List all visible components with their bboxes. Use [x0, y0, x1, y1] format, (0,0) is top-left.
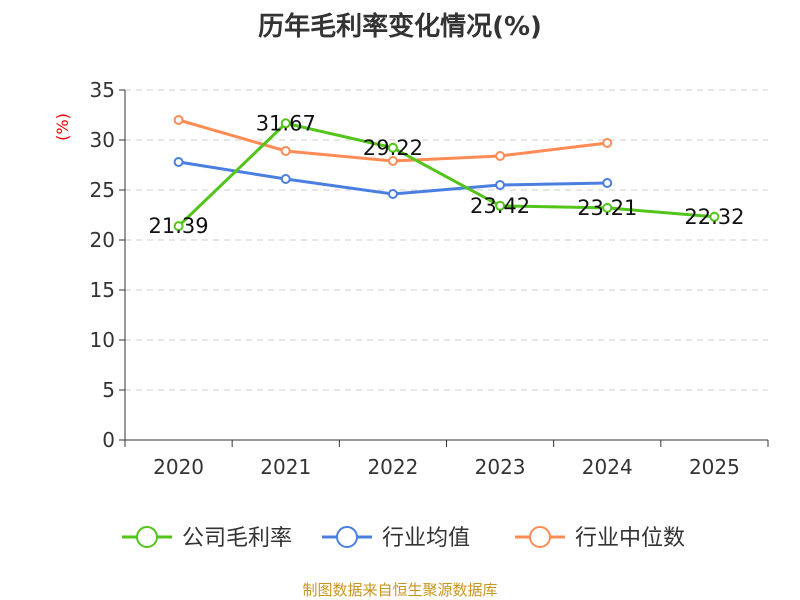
data-label: 31.67 — [256, 111, 316, 135]
data-point — [495, 180, 506, 190]
data-point — [602, 202, 613, 213]
x-tick-label: 2022 — [367, 455, 418, 479]
legend-marker-icon — [529, 526, 551, 548]
x-tick-label: 2023 — [475, 455, 526, 479]
data-point — [602, 138, 613, 148]
x-tick-label: 2020 — [153, 455, 204, 479]
data-point — [387, 142, 398, 153]
data-point — [602, 178, 613, 188]
y-tick-label: 0 — [102, 428, 115, 452]
x-tick-label: 2025 — [689, 455, 740, 479]
chart-title: 历年毛利率变化情况(%) — [258, 12, 542, 42]
legend-label: 行业均值 — [382, 526, 470, 551]
y-axis-label: (%) — [53, 113, 72, 141]
legend-label: 公司毛利率 — [182, 526, 292, 551]
data-label: 29.22 — [363, 136, 423, 160]
data-label: 23.21 — [577, 196, 637, 220]
data-point — [495, 200, 506, 211]
source-note: 制图数据来自恒生聚源数据库 — [302, 581, 498, 599]
data-point — [387, 156, 398, 166]
y-tick-label: 10 — [90, 328, 115, 352]
data-point — [280, 118, 291, 129]
data-label: 22.32 — [684, 205, 744, 229]
data-point — [387, 189, 398, 199]
data-point — [495, 151, 506, 161]
data-label: 23.42 — [470, 194, 530, 218]
x-tick-label: 2021 — [260, 455, 311, 479]
y-tick-label: 5 — [102, 378, 115, 402]
data-point — [173, 221, 184, 232]
y-tick-label: 25 — [90, 178, 115, 202]
y-tick-label: 20 — [90, 228, 115, 252]
series-line-0 — [177, 121, 715, 228]
data-point — [280, 146, 291, 156]
legend-marker-icon — [336, 526, 358, 548]
data-point — [173, 157, 184, 167]
y-tick-label: 30 — [90, 128, 115, 152]
data-point — [173, 115, 184, 125]
x-tick-label: 2024 — [582, 455, 633, 479]
data-point — [709, 211, 720, 222]
data-point — [280, 174, 291, 184]
legend-label: 行业中位数 — [575, 526, 685, 551]
legend-marker-icon — [136, 526, 158, 548]
y-tick-label: 35 — [90, 78, 115, 102]
data-label: 21.39 — [149, 214, 209, 238]
y-tick-label: 15 — [90, 278, 115, 302]
